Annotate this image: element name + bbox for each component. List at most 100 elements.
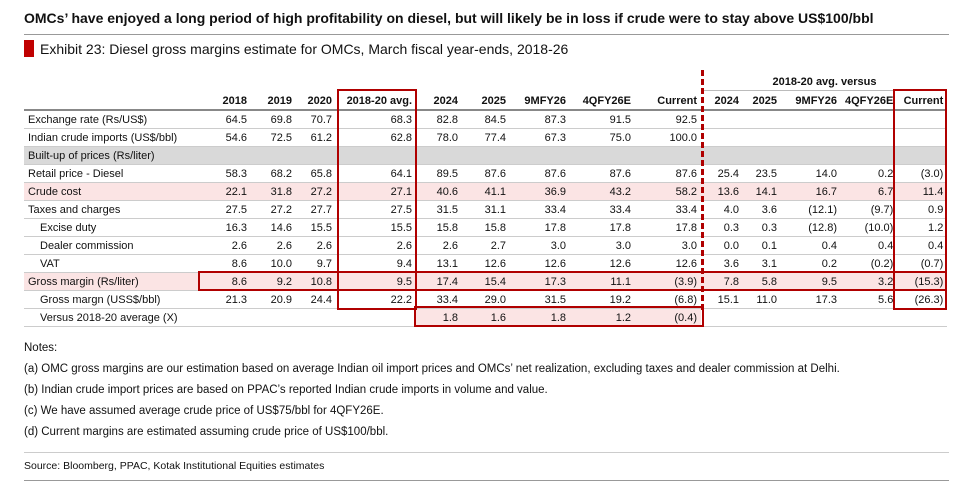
table-cell	[701, 146, 743, 165]
table-cell	[635, 146, 701, 165]
table-cell	[701, 128, 743, 147]
table-cell: 89.5	[416, 164, 462, 183]
table-cell: 9.5	[781, 272, 841, 291]
table-cell: 1.6	[462, 308, 510, 327]
table-cell	[897, 110, 948, 129]
row-label: Exchange rate (Rs/US$)	[24, 110, 206, 129]
table-cell: (9.7)	[841, 200, 898, 219]
table-cell: (3.0)	[897, 164, 948, 183]
page-title: OMCs’ have enjoyed a long period of high…	[24, 10, 874, 26]
row-label: Gross margin (Rs/liter)	[24, 272, 206, 291]
table-cell: 33.4	[635, 200, 701, 219]
source-note: Source: Bloomberg, PPAC, Kotak Instituti…	[24, 460, 325, 472]
table-cell: 25.4	[701, 164, 743, 183]
column-header: 2025	[462, 92, 510, 111]
note-item: (b) Indian crude import prices are based…	[24, 384, 548, 396]
note-item: (a) OMC gross margins are our estimation…	[24, 363, 840, 375]
table-cell	[897, 128, 948, 147]
table-cell	[296, 308, 336, 327]
table-cell: 3.0	[510, 236, 570, 255]
row-label: Excise duty	[24, 218, 206, 237]
table-cell: 92.5	[635, 110, 701, 129]
table-cell: 2.7	[462, 236, 510, 255]
row-label: Versus 2018-20 average (X)	[24, 308, 206, 327]
table-cell: 16.3	[206, 218, 251, 237]
table-cell: 10.8	[296, 272, 336, 291]
group-header: 2018-20 avg. versus	[704, 76, 945, 91]
table-cell: 64.5	[206, 110, 251, 129]
table-cell: 82.8	[416, 110, 462, 129]
table-cell	[462, 146, 510, 165]
table-cell	[841, 146, 898, 165]
table-cell	[510, 146, 570, 165]
table-cell: 11.4	[897, 182, 948, 201]
table-cell: 68.3	[336, 110, 416, 129]
table-cell: 17.8	[570, 218, 635, 237]
table-cell: 84.5	[462, 110, 510, 129]
column-header: 2024	[701, 92, 743, 111]
table-row: Exchange rate (Rs/US$) 64.5 69.8 70.7 68.3 82…	[24, 110, 948, 129]
table-cell	[206, 308, 251, 327]
table-cell: 70.7	[296, 110, 336, 129]
table-cell	[781, 128, 841, 147]
table-cell: 15.8	[416, 218, 462, 237]
row-label: Retail price - Diesel	[24, 164, 206, 183]
divider	[24, 34, 949, 35]
table-cell: 0.4	[841, 236, 898, 255]
table-cell: 22.1	[206, 182, 251, 201]
table-cell	[701, 110, 743, 129]
column-header: 9MFY26	[781, 92, 841, 111]
table-row: Dealer commission 2.6 2.6 2.6 2.6 2.6 2.7 3.0 3.…	[24, 236, 948, 255]
table-cell: 14.1	[743, 182, 781, 201]
table-cell: 2.6	[416, 236, 462, 255]
column-header: 2019	[251, 92, 296, 111]
row-label: Built-up of prices (Rs/liter)	[24, 146, 206, 165]
table-cell: 8.6	[206, 254, 251, 273]
table-cell: 17.3	[781, 290, 841, 309]
table-cell: 13.1	[416, 254, 462, 273]
table-cell: 27.1	[336, 182, 416, 201]
table-cell: 87.3	[510, 110, 570, 129]
table-cell	[781, 308, 841, 327]
table-cell: 14.6	[251, 218, 296, 237]
table-cell: 0.3	[743, 218, 781, 237]
header-row: 2018 2019 2020 2018-20 avg. 2024 2025 9MFY26 4Q…	[24, 92, 948, 111]
table-cell	[781, 110, 841, 129]
row-label: VAT	[24, 254, 206, 273]
table-cell: 6.7	[841, 182, 898, 201]
table-cell	[743, 128, 781, 147]
table-row: Gross margn (USS$/bbl) 21.3 20.9 24.4 22.2 33…	[24, 290, 948, 309]
table-cell: 5.6	[841, 290, 898, 309]
table-cell: (0.7)	[897, 254, 948, 273]
table-cell: 1.8	[510, 308, 570, 327]
exhibit-title: Exhibit 23: Diesel gross margins estimat…	[24, 40, 568, 57]
table-cell: 5.8	[743, 272, 781, 291]
note-item: (c) We have assumed average crude price …	[24, 405, 384, 417]
table-cell: 43.2	[570, 182, 635, 201]
table-cell: 87.6	[635, 164, 701, 183]
table-cell: 16.7	[781, 182, 841, 201]
table-cell: 17.8	[510, 218, 570, 237]
table-cell: 1.8	[416, 308, 462, 327]
table-cell: 3.2	[841, 272, 898, 291]
table-cell: 64.1	[336, 164, 416, 183]
table-cell: 12.6	[570, 254, 635, 273]
table-cell: 0.2	[781, 254, 841, 273]
table-cell: 31.5	[416, 200, 462, 219]
table-cell	[206, 146, 251, 165]
table-cell	[336, 308, 416, 327]
table-cell: 58.3	[206, 164, 251, 183]
table-cell: 3.1	[743, 254, 781, 273]
table-row: Indian crude imports (US$/bbl) 54.6 72.5 61…	[24, 128, 948, 147]
margins-table: 2018 2019 2020 2018-20 avg. 2024 2025 9MFY26 4Q…	[24, 92, 948, 327]
table-cell: 12.6	[635, 254, 701, 273]
table-cell: 100.0	[635, 128, 701, 147]
table-cell: (12.1)	[781, 200, 841, 219]
table-cell: 15.8	[462, 218, 510, 237]
table-cell: 67.3	[510, 128, 570, 147]
table-cell: 20.9	[251, 290, 296, 309]
table-cell: 7.8	[701, 272, 743, 291]
table-row: Crude cost 22.1 31.8 27.2 27.1 40.6 41.1 36.9 43…	[24, 182, 948, 201]
table-cell: 91.5	[570, 110, 635, 129]
table-cell: 0.0	[701, 236, 743, 255]
